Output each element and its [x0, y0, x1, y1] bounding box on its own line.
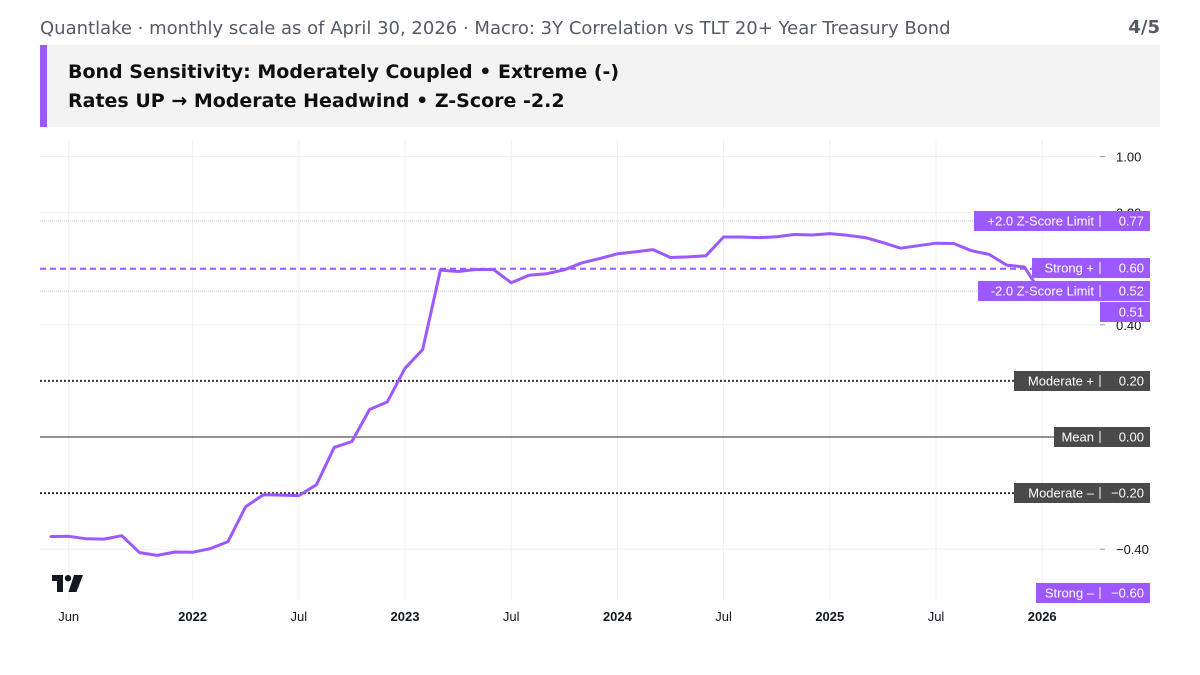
ref-name-moderate--box	[1014, 371, 1100, 391]
x-tick-label: Jul	[715, 609, 732, 624]
ref-value-strong--text: 0.60	[1119, 261, 1144, 276]
page-indicator: 4/5	[1128, 17, 1160, 38]
ref-value-strong--box	[1100, 258, 1150, 278]
ref-name-moderate--text: Moderate –	[1028, 486, 1095, 501]
x-tick-label: 2025	[815, 609, 844, 624]
ref-name-strong--text: Strong +	[1044, 261, 1094, 276]
ref-name-strong--text: Strong –	[1045, 586, 1095, 601]
zscore-upper-value-text: 0.77	[1119, 214, 1144, 229]
x-tick-label: Jul	[928, 609, 945, 624]
ref-name-strong--box	[1032, 258, 1100, 278]
correlation-series-line	[49, 232, 1043, 557]
y-tick-label: 1.00	[1116, 150, 1141, 165]
last-value-box	[1100, 302, 1150, 322]
x-tick-label: 2024	[603, 609, 633, 624]
ref-value-strong--box	[1100, 583, 1150, 603]
ref-value-moderate--box	[1100, 483, 1150, 503]
zscore-lower-value-box	[1100, 281, 1150, 301]
last-value-text: 0.51	[1119, 305, 1144, 320]
tradingview-logo-icon	[52, 575, 83, 592]
ref-name-moderate--text: Moderate +	[1028, 374, 1094, 389]
banner-accent-bar	[40, 45, 47, 127]
ref-value-moderate--text: −0.20	[1111, 486, 1144, 501]
ref-value-moderate--box	[1100, 371, 1150, 391]
banner-line-sensitivity: Bond Sensitivity: Moderately Coupled • E…	[68, 61, 620, 83]
ref-value-strong--text: −0.60	[1111, 586, 1144, 601]
ref-value-mean-text: 0.00	[1119, 430, 1144, 445]
ref-value-moderate--text: 0.20	[1119, 374, 1144, 389]
zscore-upper-value-box	[1100, 211, 1150, 231]
zscore-upper-name-box	[974, 211, 1100, 231]
x-tick-label: Jun	[58, 609, 79, 624]
ref-name-mean-text: Mean	[1061, 430, 1094, 445]
ref-name-strong--box	[1036, 583, 1100, 603]
ref-name-mean-box	[1054, 427, 1100, 447]
zscore-lower-name-text: -2.0 Z-Score Limit	[991, 284, 1095, 299]
banner-line-rates: Rates UP → Moderate Headwind • Z-Score -…	[68, 90, 565, 112]
x-tick-label: 2023	[391, 609, 420, 624]
status-banner: Bond Sensitivity: Moderately Coupled • E…	[40, 45, 1160, 127]
y-tick-label: −0.40	[1116, 542, 1149, 557]
ref-name-moderate--box	[1014, 483, 1100, 503]
zscore-lower-value-text: 0.52	[1119, 284, 1144, 299]
chart-header-title: Quantlake · monthly scale as of April 30…	[40, 18, 951, 39]
x-tick-label: Jul	[290, 609, 307, 624]
x-tick-label: 2022	[178, 609, 207, 624]
zscore-lower-name-box	[978, 281, 1100, 301]
zscore-upper-name-text: +2.0 Z-Score Limit	[987, 214, 1094, 229]
x-tick-label: 2026	[1028, 609, 1057, 624]
ref-value-mean-box	[1100, 427, 1150, 447]
x-tick-label: Jul	[503, 609, 520, 624]
